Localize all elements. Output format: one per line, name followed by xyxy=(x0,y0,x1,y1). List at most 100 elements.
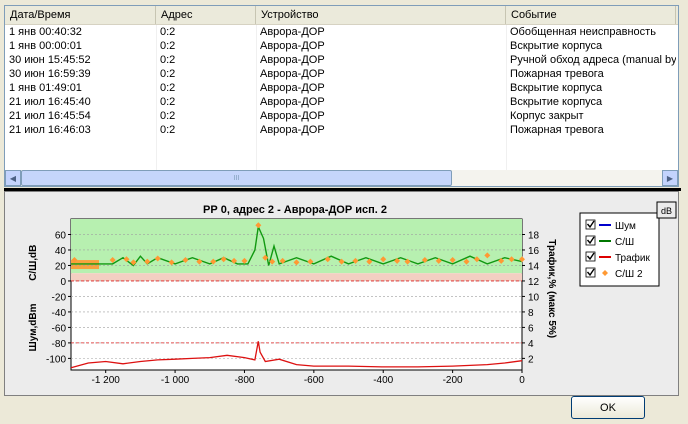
column-header-3[interactable]: Событие xyxy=(506,6,676,24)
table-cell: 21 июл 16:46:03 xyxy=(9,124,91,136)
y-right-tick-label: 18 xyxy=(528,230,540,241)
left-axis-label-top: С/Ш,dB xyxy=(28,245,39,281)
table-cell: Аврора-ДОР xyxy=(260,40,325,52)
snr2-point xyxy=(380,256,387,263)
snr2-point xyxy=(71,257,78,264)
snr2-point xyxy=(269,258,276,265)
check-icon xyxy=(586,252,595,261)
y-left-tick-label: -100 xyxy=(46,354,66,365)
x-tick-label: -1 200 xyxy=(92,375,121,386)
y-right-tick-label: 16 xyxy=(528,246,540,257)
scrollbar-grip: III xyxy=(233,174,240,182)
events-list[interactable]: Дата/Время Адрес Устройство Событие 1 янв 0… xyxy=(4,5,679,187)
check-icon xyxy=(586,268,595,277)
snr2-point xyxy=(307,258,314,265)
chart-panel: 60 40 20 0 -20 -40 -60 -80 -100 18 16 14 12 10 8 6 4 2 -1 … xyxy=(4,191,679,396)
table-cell: Аврора-ДОР xyxy=(260,110,325,122)
horizontal-scrollbar[interactable]: ◀ III ▶ xyxy=(5,170,678,186)
y-right-tick-label: 14 xyxy=(528,261,540,272)
left-axis-label-bottom: Шум,dBm xyxy=(28,303,39,351)
arrow-right-icon[interactable]: ▶ xyxy=(662,170,678,186)
y-left-tick-label: 40 xyxy=(55,246,67,257)
arrow-left-icon[interactable]: ◀ xyxy=(5,170,21,186)
y-left-tick-label: -40 xyxy=(52,308,67,319)
signal-chart: 60 40 20 0 -20 -40 -60 -80 -100 18 16 14 12 10 8 6 4 2 -1 … xyxy=(28,201,677,386)
snr2-point xyxy=(182,257,189,264)
snr2-point xyxy=(210,258,217,265)
table-cell: 1 янв 00:00:01 xyxy=(9,40,82,52)
snr2-point xyxy=(241,257,248,264)
right-axis-label: Трафик,% (макс 5%) xyxy=(546,239,558,338)
table-cell: Вскрытие корпуса xyxy=(510,82,603,94)
x-tick-label: -800 xyxy=(234,375,254,386)
column-header-2[interactable]: Устройство xyxy=(256,6,506,24)
events-body: 1 янв 00:40:32 0:2 Аврора-ДОР Обобщенная не… xyxy=(5,25,678,175)
y-right-tick-label: 4 xyxy=(528,339,534,350)
snr2-point xyxy=(279,257,286,264)
legend-checkbox xyxy=(585,219,596,230)
legend-marker xyxy=(602,270,608,276)
legend-checkbox xyxy=(585,267,596,278)
table-cell: 21 июл 16:45:54 xyxy=(9,110,91,122)
ok-button[interactable]: OK xyxy=(571,396,645,419)
table-row[interactable]: 21 июл 16:46:03 0:2 Аврора-ДОР Пожарная тре… xyxy=(5,123,678,137)
y-right-tick-label: 12 xyxy=(528,277,540,288)
table-row[interactable]: 21 июл 16:45:54 0:2 Аврора-ДОР Корпус закры… xyxy=(5,109,678,123)
snr2-point xyxy=(449,257,456,264)
scrollbar-thumb[interactable]: III xyxy=(21,170,452,186)
column-divider xyxy=(506,25,507,170)
column-divider xyxy=(256,25,257,170)
column-header-0[interactable]: Дата/Время xyxy=(5,6,156,24)
table-row[interactable]: 30 июн 16:59:39 0:2 Аврора-ДОР Пожарная тре… xyxy=(5,67,678,81)
column-header-1[interactable]: Адрес xyxy=(156,6,256,24)
table-cell: 1 янв 00:40:32 xyxy=(9,26,82,38)
check-icon xyxy=(586,220,595,229)
legend-label: С/Ш xyxy=(615,237,634,248)
x-tick-label: -1 000 xyxy=(161,375,190,386)
table-cell: 30 июн 16:59:39 xyxy=(9,68,91,80)
table-cell: 0:2 xyxy=(160,110,176,122)
x-tick-label: -400 xyxy=(373,375,393,386)
snr2-point xyxy=(168,259,175,266)
legend-checkbox xyxy=(585,235,596,246)
table-row[interactable]: 1 янв 00:00:01 0:2 Аврора-ДОР Вскрытие корп… xyxy=(5,39,678,53)
events-header: Дата/Время Адрес Устройство Событие xyxy=(5,6,678,25)
snr2-point xyxy=(293,259,300,266)
snr2-point xyxy=(484,252,491,259)
table-cell: Корпус закрыт xyxy=(510,110,584,122)
warn-zone xyxy=(71,273,522,281)
table-cell: 21 июл 16:45:40 xyxy=(9,96,91,108)
table-row[interactable]: 21 июл 16:45:40 0:2 Аврора-ДОР Вскрытие кор… xyxy=(5,95,678,109)
table-cell: Аврора-ДОР xyxy=(260,54,325,66)
snr2-point xyxy=(231,257,238,264)
y-right-tick-label: 6 xyxy=(528,323,534,334)
table-row[interactable]: 30 июн 15:45:52 0:2 Аврора-ДОР Ручной обход… xyxy=(5,53,678,67)
table-cell: Пожарная тревога xyxy=(510,124,604,136)
table-cell: Аврора-ДОР xyxy=(260,124,325,136)
y-right-tick-label: 8 xyxy=(528,308,534,319)
snr2-point xyxy=(508,256,515,263)
table-row[interactable]: 1 янв 01:49:01 0:2 Аврора-ДОР Вскрытие корп… xyxy=(5,81,678,95)
y-left-tick-label: -60 xyxy=(52,323,67,334)
y-left-tick-label: -80 xyxy=(52,339,67,350)
table-cell: Обобщенная неисправность xyxy=(510,26,656,38)
y-right-tick-label: 10 xyxy=(528,292,540,303)
table-cell: 0:2 xyxy=(160,82,176,94)
y-left-tick-label: 60 xyxy=(55,230,67,241)
snr2-point xyxy=(196,258,203,265)
x-tick-label: -200 xyxy=(443,375,463,386)
table-row[interactable]: 1 янв 00:40:32 0:2 Аврора-ДОР Обобщенная не… xyxy=(5,25,678,39)
traffic-series-line xyxy=(70,341,523,369)
scrollbar-track[interactable]: III xyxy=(21,170,662,186)
x-tick-label: 0 xyxy=(519,375,525,386)
table-cell: Аврора-ДОР xyxy=(260,26,325,38)
table-cell: 1 янв 01:49:01 xyxy=(9,82,82,94)
panel-splitter[interactable] xyxy=(4,188,681,191)
table-cell: Аврора-ДОР xyxy=(260,96,325,108)
table-cell: 0:2 xyxy=(160,54,176,66)
table-cell: Аврора-ДОР xyxy=(260,82,325,94)
snr2-point xyxy=(130,259,137,266)
table-cell: 0:2 xyxy=(160,40,176,52)
y-right-tick-label: 2 xyxy=(528,354,534,365)
legend-checkbox xyxy=(585,251,596,262)
